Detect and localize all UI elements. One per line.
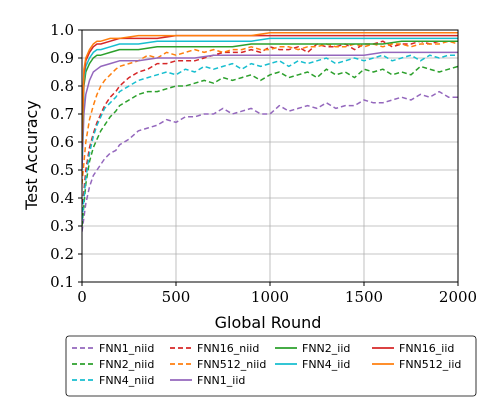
legend: FNN1_niid FNN16_niid FNN2_iid FNN16_iid FNN2… xyxy=(65,335,477,397)
y-axis-ticks: 0.1 0.2 0.3 0.4 0.5 0.6 0.7 0.8 0.9 1.0 xyxy=(50,21,82,291)
x-axis-label: Global Round xyxy=(215,313,322,332)
legend-label: FNN512_niid xyxy=(197,358,266,371)
legend-label: FNN4_niid xyxy=(99,374,154,387)
y-tick-label: 0.2 xyxy=(50,245,74,263)
y-tick-label: 0.6 xyxy=(50,133,74,151)
y-tick-label: 0.8 xyxy=(50,77,74,95)
x-tick-label: 0 xyxy=(77,288,87,306)
x-tick-label: 1500 xyxy=(345,288,383,306)
chart-grid xyxy=(81,29,459,283)
legend-box xyxy=(65,335,477,397)
series-line-fnn1-iid xyxy=(82,51,458,171)
y-tick-label: 0.4 xyxy=(50,189,74,207)
series-line-fnn4-iid xyxy=(82,37,458,157)
legend-label: FNN1_niid xyxy=(99,342,154,355)
y-tick-label: 1.0 xyxy=(50,21,74,39)
series-line-fnn16-niid xyxy=(82,40,458,213)
series-line-fnn512-iid xyxy=(82,32,458,143)
legend-label: FNN512_iid xyxy=(399,358,461,371)
y-tick-label: 0.7 xyxy=(50,105,74,123)
legend-label: FNN2_iid xyxy=(302,342,350,355)
y-axis-label: Test Accuracy xyxy=(22,100,41,211)
y-tick-label: 0.1 xyxy=(50,273,74,291)
legend-label: FNN4_iid xyxy=(302,358,350,371)
legend-label: FNN1_iid xyxy=(197,374,245,387)
chart-series-group xyxy=(82,32,458,232)
series-line-fnn1-niid xyxy=(82,90,458,232)
legend-label: FNN16_iid xyxy=(399,342,454,355)
series-line-fnn2-iid xyxy=(82,40,458,157)
x-tick-label: 1000 xyxy=(251,288,289,306)
x-axis-ticks: 0 500 1000 1500 2000 xyxy=(77,282,477,306)
legend-label: FNN2_niid xyxy=(99,358,154,371)
x-tick-label: 500 xyxy=(162,288,191,306)
y-tick-label: 0.5 xyxy=(50,161,74,179)
y-tick-label: 0.9 xyxy=(50,49,74,67)
series-line-fnn4-niid xyxy=(82,54,458,221)
legend-label: FNN16_niid xyxy=(197,342,259,355)
series-line-fnn2-niid xyxy=(82,65,458,227)
y-tick-label: 0.3 xyxy=(50,217,74,235)
x-tick-label: 2000 xyxy=(439,288,477,306)
